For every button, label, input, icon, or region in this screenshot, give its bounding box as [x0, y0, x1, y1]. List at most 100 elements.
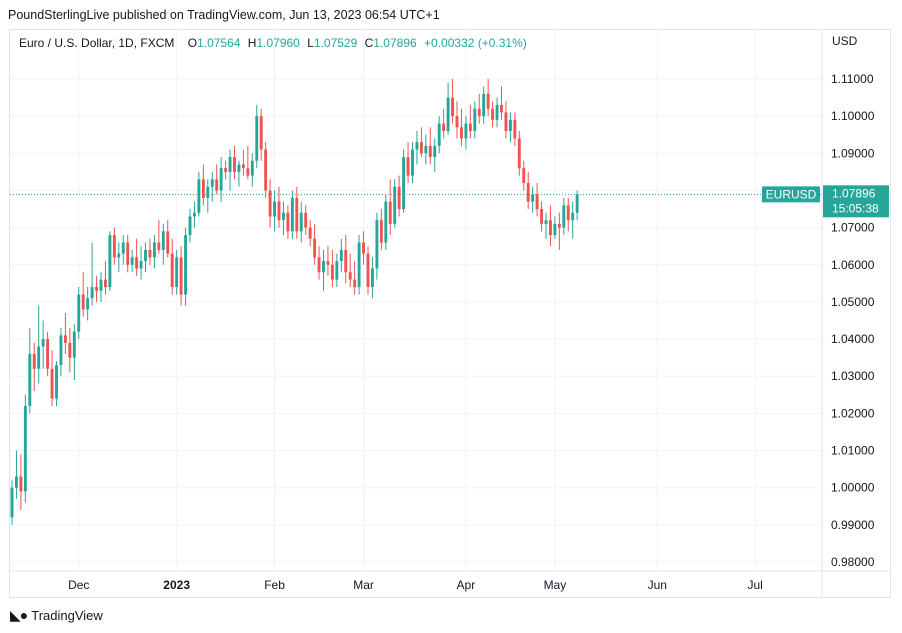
currency-label: USD [832, 34, 858, 48]
candle-body [19, 476, 23, 492]
candle-body [304, 212, 308, 228]
candle-body [188, 216, 192, 236]
candle-body [308, 227, 312, 239]
candle-body [72, 331, 76, 358]
candle-body [442, 123, 446, 132]
candle-body [77, 294, 81, 332]
last-price-badge[interactable]: EURUSD 1.07896 15:05:38 [762, 185, 889, 218]
candle [41, 320, 45, 369]
candle [68, 327, 72, 373]
candle [406, 142, 410, 184]
candle [81, 272, 85, 317]
candle-body [166, 231, 170, 254]
candle [397, 175, 401, 217]
candle [197, 171, 201, 217]
time-tick-label: 2023 [163, 578, 190, 592]
candle-body [366, 253, 370, 288]
candle [317, 246, 321, 280]
candle-body [10, 487, 14, 518]
candle [193, 201, 196, 228]
candle [277, 186, 281, 228]
candle [50, 350, 54, 406]
candle [571, 201, 575, 239]
candle-body [299, 212, 303, 232]
candle-body [37, 346, 41, 369]
candle-body [508, 119, 512, 132]
candle-body [317, 257, 321, 273]
candle [540, 201, 543, 232]
price-tick-label: 1.09000 [831, 146, 875, 160]
candle [188, 209, 192, 243]
candle [86, 287, 90, 321]
candle-body [121, 242, 125, 254]
candle-body [371, 268, 374, 288]
candle-body [513, 119, 517, 139]
candle [486, 79, 490, 117]
candle-body [184, 235, 187, 295]
candle [63, 313, 67, 354]
candle-body [419, 142, 423, 154]
candle [553, 216, 557, 239]
candle-body [81, 294, 85, 310]
candle [282, 201, 285, 236]
candle-body [406, 157, 410, 176]
candle [130, 249, 134, 273]
candle-body [362, 242, 365, 254]
candle [264, 142, 268, 198]
candle [348, 253, 352, 288]
candle [464, 116, 468, 150]
price-tick-label: 1.11000 [831, 72, 874, 86]
time-tick-label: Jul [747, 578, 762, 592]
candle-body [379, 220, 383, 243]
candle [237, 160, 241, 187]
candle [246, 145, 250, 180]
candle [108, 231, 112, 291]
candle [477, 93, 481, 124]
price-tick-label: 1.07000 [831, 221, 875, 235]
price-tick-label: 1.01000 [831, 444, 875, 458]
candle [161, 223, 165, 265]
candle-body [437, 123, 441, 146]
low-value: 1.07529 [313, 36, 358, 50]
candle [402, 149, 406, 213]
candle-body [486, 93, 490, 109]
candle [419, 127, 423, 158]
candle-body [219, 168, 223, 191]
candle-body [375, 220, 379, 269]
candle-body [397, 186, 401, 210]
candle-body [148, 249, 152, 258]
close-label: C [364, 36, 374, 50]
footer-brand[interactable]: ◣● TradingView [10, 607, 103, 624]
candle [286, 205, 290, 239]
chart-frame[interactable] [9, 29, 891, 598]
price-tick-label: 0.98000 [831, 555, 875, 569]
time-tick-label: Feb [264, 578, 285, 592]
candle [322, 249, 325, 291]
candle-body [553, 223, 557, 236]
candle-body [23, 405, 27, 492]
candle [371, 257, 374, 299]
candle-body [179, 257, 183, 295]
candle-body [290, 197, 294, 232]
candle-body [215, 179, 219, 191]
candle-body [357, 242, 361, 288]
candle [179, 246, 183, 306]
candle [446, 82, 450, 135]
candles [10, 79, 579, 525]
candle [362, 231, 365, 265]
candle [228, 149, 232, 191]
candle-body [517, 138, 521, 169]
high-value: 1.07960 [256, 36, 300, 50]
candle-body [402, 157, 406, 210]
candle [442, 108, 446, 139]
candle [10, 480, 14, 525]
candle-body [477, 108, 481, 117]
candle [566, 197, 570, 232]
candle [295, 186, 299, 239]
candle-body [206, 186, 210, 198]
candle-body [277, 201, 281, 221]
candle-body [531, 194, 535, 202]
symbol-name: Euro / U.S. Dollar, 1D, FXCM [19, 36, 175, 50]
candle-body [295, 197, 299, 232]
